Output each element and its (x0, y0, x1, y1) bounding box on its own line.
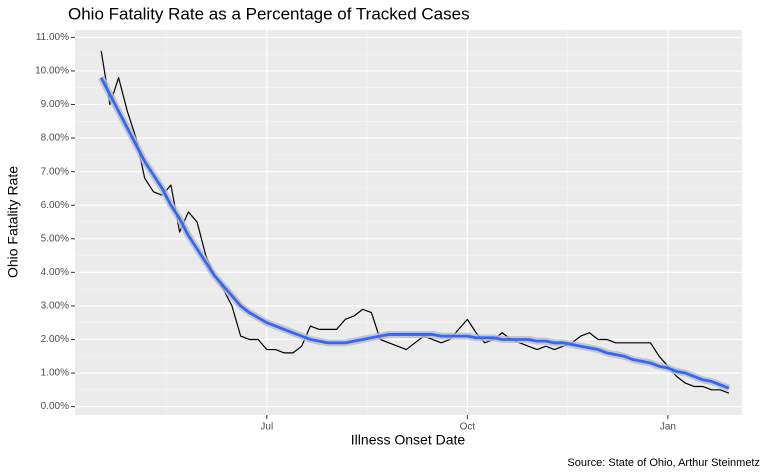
y-tick-label: 5.00% (41, 233, 69, 244)
panel (75, 30, 742, 415)
y-tick-label: 1.00% (41, 368, 69, 379)
y-tick-label: 11.00% (36, 32, 69, 43)
y-tick-label: 6.00% (41, 200, 69, 211)
chart-title: Ohio Fatality Rate as a Percentage of Tr… (68, 4, 470, 23)
x-tick-label: Jan (660, 422, 676, 433)
y-tick-label: 10.00% (35, 66, 69, 77)
grid (75, 30, 742, 415)
y-tick-label: 9.00% (41, 99, 69, 110)
data-line (100, 50, 730, 394)
y-tick-label: 4.00% (41, 267, 69, 278)
x-axis-label: Illness Onset Date (351, 432, 466, 448)
caption: Source: State of Ohio, Arthur Steinmetz (567, 457, 760, 469)
x-tick-label: Jul (260, 422, 273, 433)
smooth-line (99, 77, 730, 390)
y-tick-label: 2.00% (41, 334, 69, 345)
y-axis-label: Ohio Fatality Rate (5, 166, 21, 278)
x-tick-label: Oct (460, 422, 476, 433)
y-tick-label: 0.00% (41, 401, 69, 412)
y-tick-label: 3.00% (41, 301, 69, 312)
y-tick-label: 8.00% (41, 133, 69, 144)
y-tick-label: 7.00% (41, 166, 69, 177)
